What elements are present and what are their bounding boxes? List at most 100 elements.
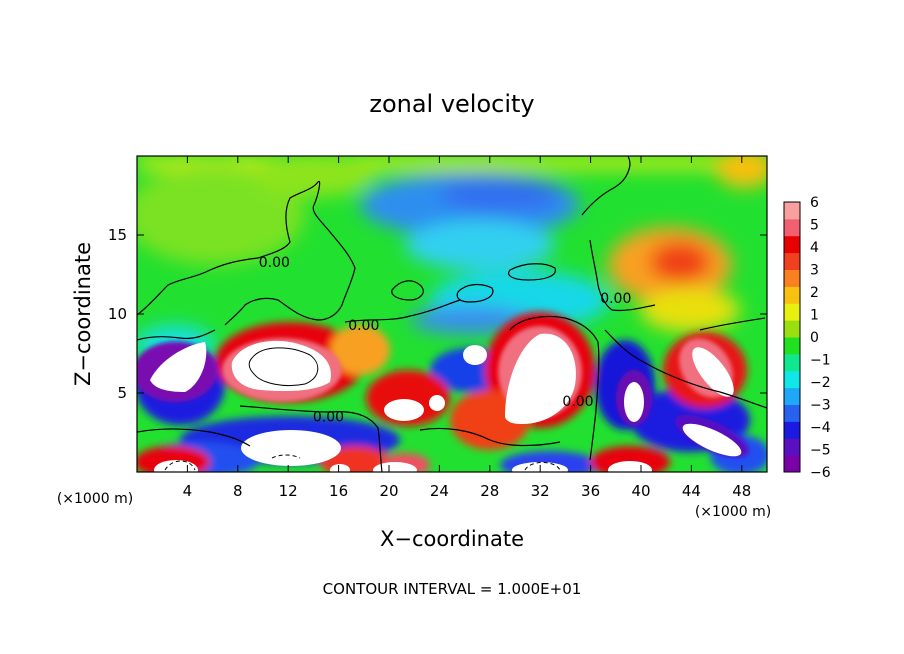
colorbar: 6 5 4 3 2 1 0 −1 −2 −3 −4 −5 −6 [783, 195, 831, 481]
inner-contour-dashed-2 [524, 462, 561, 471]
upper-left-light-green [137, 165, 305, 265]
white-center-positive [505, 333, 576, 425]
upper-cyan-lobe [405, 220, 555, 270]
zero-contour-island-1 [391, 280, 424, 301]
colorbar-segment [784, 286, 800, 304]
colorbar-tick-label: −6 [810, 465, 831, 481]
colorbar-segment [784, 337, 800, 355]
upper-middle-light-green [255, 156, 375, 197]
colorbar-segment [784, 252, 800, 270]
colorbar-segment [784, 455, 800, 473]
inner-contours [164, 347, 561, 471]
colorbar-tick-label: −2 [810, 375, 831, 391]
heatmap-field [137, 156, 767, 472]
contour-interval-note: CONTOUR INTERVAL = 1.000E+01 [323, 580, 582, 598]
colorbar-tick-label: −1 [810, 353, 831, 369]
white-small-positive [384, 399, 424, 421]
white-bottom-mid [373, 462, 417, 472]
colorbar-segment [784, 218, 800, 237]
zero-contour-center [509, 315, 600, 461]
colorbar-tick-label: −5 [810, 443, 831, 459]
orange-mid-left [330, 325, 390, 375]
colorbar-frame [783, 201, 801, 473]
white-bottom-left [154, 460, 198, 472]
zero-contours [137, 156, 767, 472]
zero-contour-mid [344, 299, 461, 323]
white-small-positive-2 [429, 395, 445, 411]
zero-contour-right-edge [699, 317, 766, 331]
contour-label: 0.00 [600, 291, 631, 307]
colorbar-tick-label: 1 [810, 308, 819, 324]
contour-label: 0.00 [348, 318, 379, 334]
white-right-diagonal [692, 347, 734, 397]
colorbar-tick-label: 6 [810, 195, 819, 211]
colorbar-tick-label: 0 [810, 330, 819, 346]
contour-label: 0.00 [313, 410, 344, 426]
x-tick-label: 48 [732, 482, 751, 500]
zero-contour-island-2 [456, 283, 494, 303]
y-axis-label: Z−coordinate [71, 242, 95, 386]
y-tick-label: 15 [108, 226, 127, 244]
white-right-negative-2 [682, 423, 742, 457]
colorbar-tick-label: 3 [810, 263, 819, 279]
contour-label: 0.00 [259, 255, 290, 271]
colorbar-segment [784, 235, 800, 254]
inner-contour-dashed-3 [271, 454, 301, 459]
y-unit-label: (×1000 m) [57, 491, 133, 507]
x-tick-label: 24 [430, 482, 449, 500]
white-small-left [330, 464, 350, 472]
y-axis-ticks: 5 10 15 [108, 226, 767, 402]
y-tick-label: 5 [117, 384, 127, 402]
zero-contour-island-3 [508, 263, 556, 281]
x-tick-label: 20 [379, 482, 398, 500]
pos-bottom-right [590, 446, 670, 472]
colorbar-segment [784, 202, 800, 220]
contour-labels: 0.00 0.00 0.00 0.00 0.00 [259, 255, 632, 426]
chart-title: zonal velocity [369, 90, 534, 118]
colorbar-segment [784, 438, 800, 456]
colorbar-segment [784, 353, 800, 372]
colorbar-tick-label: −4 [810, 420, 831, 436]
x-tick-label: 4 [183, 482, 193, 500]
zero-contour-left-lower [137, 329, 216, 341]
inner-contour-big [248, 347, 319, 387]
zero-contour-right-2 [589, 239, 656, 312]
x-unit-label: (×1000 m) [695, 504, 771, 520]
right-yellow-halo [640, 288, 740, 332]
white-bottom-center-left [241, 430, 341, 466]
colorbar-tick-label: 5 [810, 218, 819, 234]
x-tick-label: 44 [682, 482, 701, 500]
x-tick-label: 8 [233, 482, 243, 500]
x-axis-ticks: 4 8 12 16 20 24 28 32 36 40 44 48 [183, 156, 751, 500]
colorbar-segment [784, 269, 800, 287]
mid-blue-patch [410, 306, 530, 334]
x-tick-label: 36 [581, 482, 600, 500]
white-bottom-right [608, 461, 652, 472]
colorbar-segment [784, 421, 800, 439]
zero-contour-lower-left [137, 428, 251, 447]
contour-label: 0.00 [562, 394, 593, 410]
zero-contour-right [581, 156, 631, 216]
x-tick-label: 32 [531, 482, 550, 500]
colorbar-tick-label: 2 [810, 285, 819, 301]
zero-contour-lower-right [419, 427, 561, 447]
colorbar-segment [784, 370, 800, 389]
colorbar-tick-label: 4 [810, 240, 819, 256]
x-tick-label: 28 [480, 482, 499, 500]
white-left-negative [150, 342, 207, 392]
colorbar-tick-label: −3 [810, 398, 831, 414]
colorbar-segment [784, 387, 800, 405]
zero-contour-main [137, 180, 356, 326]
upper-blue-lobe-core [440, 177, 560, 213]
inner-contour-dashed [164, 460, 196, 471]
zero-contour-far-right [604, 329, 767, 409]
top-right-orange [715, 156, 767, 188]
right-red-core [650, 242, 710, 282]
white-mid-positive [463, 345, 487, 365]
zero-contour-lower-band [239, 405, 383, 472]
colorbar-segment [784, 404, 800, 422]
y-tick-label: 10 [108, 305, 127, 323]
colorbar-segment [784, 320, 800, 338]
x-tick-label: 12 [279, 482, 298, 500]
